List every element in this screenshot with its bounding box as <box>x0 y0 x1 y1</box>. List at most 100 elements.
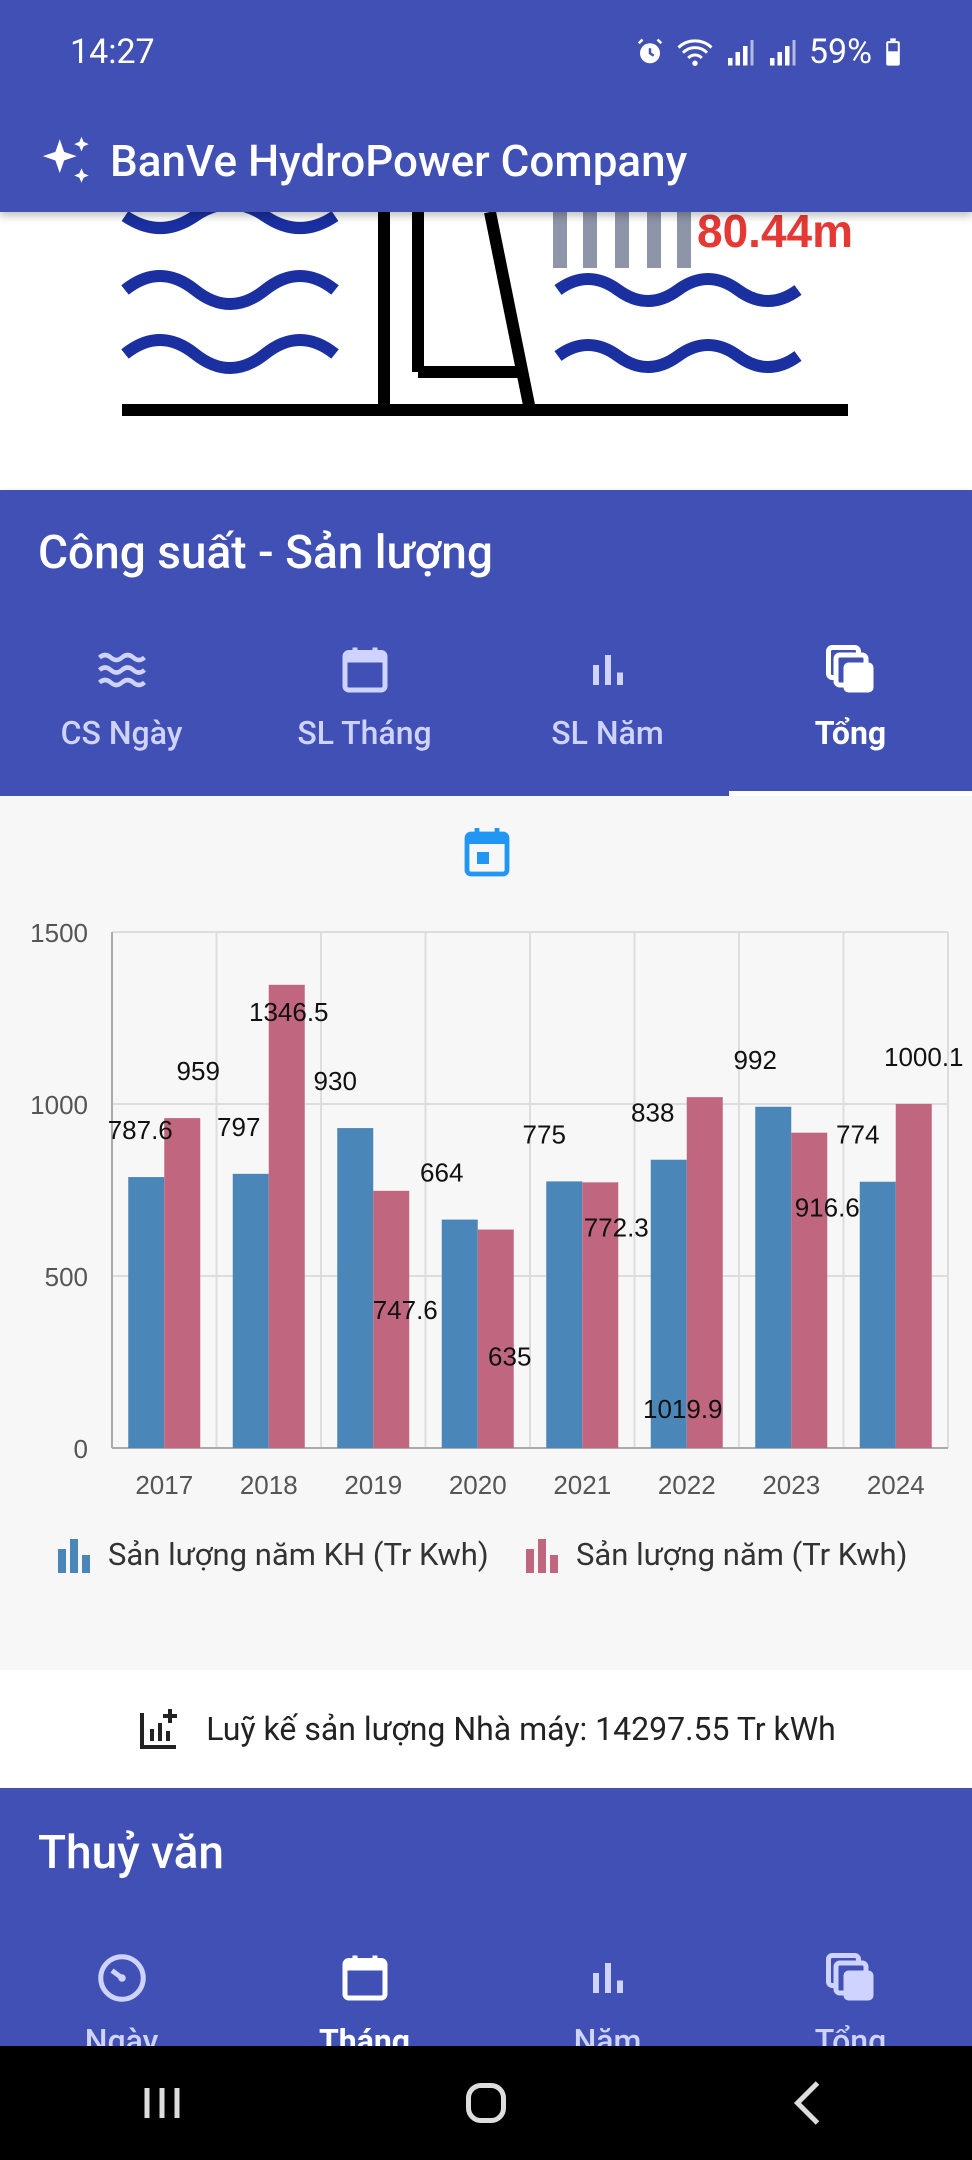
legend-item-kh: Sản lượng năm KH (Tr Kwh) <box>54 1536 489 1573</box>
y-tick-label: 1500 <box>30 918 88 948</box>
data-label: 772.3 <box>584 1212 649 1242</box>
legend-item-actual: Sản lượng năm (Tr Kwh) <box>522 1536 907 1573</box>
bar-kh <box>546 1181 583 1448</box>
x-tick-label: 2022 <box>658 1470 716 1500</box>
chart-add-icon <box>140 1709 178 1749</box>
tab-cs-ngay[interactable]: CS Ngày <box>0 640 243 796</box>
hydrology-tabs: Ngày Tháng Năm Tổng <box>0 1948 972 2048</box>
bar-chart-icon <box>592 1963 623 1993</box>
app-title: BanVe HydroPower Company <box>110 135 688 187</box>
x-tick-label: 2021 <box>553 1470 611 1500</box>
dam-diagram <box>121 212 848 416</box>
x-tick-label: 2017 <box>135 1470 193 1500</box>
x-tick-label: 2018 <box>240 1470 298 1500</box>
data-label: 787.6 <box>108 1115 173 1145</box>
tab-label: Tổng <box>814 2022 887 2048</box>
battery-icon <box>886 38 900 66</box>
back-icon[interactable] <box>780 2073 840 2133</box>
bar-kh <box>755 1106 792 1448</box>
recent-apps-icon[interactable] <box>132 2073 192 2133</box>
data-label: 838 <box>631 1098 674 1128</box>
bar-actual <box>477 1229 514 1448</box>
data-label: 1000.1 <box>884 1042 964 1072</box>
bar-kh <box>232 1173 269 1448</box>
y-tick-label: 500 <box>45 1262 88 1292</box>
signal-icon <box>769 40 796 66</box>
bar-kh <box>337 1128 374 1448</box>
data-label: 930 <box>314 1066 357 1096</box>
hydrology-section-header: Thuỷ văn Ngày Tháng Năm Tổng <box>0 1788 972 2048</box>
bar-kh <box>650 1159 687 1448</box>
bar-actual <box>268 984 305 1448</box>
tab-tong[interactable]: Tổng <box>729 640 972 796</box>
legend-swatch-icon <box>526 1538 558 1573</box>
tab-label: CS Ngày <box>60 714 183 752</box>
downstream-water-icon <box>554 273 802 373</box>
data-label: 635 <box>488 1342 531 1372</box>
bar-kh <box>128 1177 165 1448</box>
tab-label: Ngày <box>84 2022 159 2048</box>
x-tick-label: 2023 <box>762 1470 820 1500</box>
section-title: Công suất - Sản lượng <box>38 526 493 580</box>
bar-chart: 0 500 1000 1500 2017 2018 2019 2020 2021 2022 2023… <box>30 918 964 1500</box>
tab-nam[interactable]: Năm <box>486 1948 729 2048</box>
bar-kh <box>859 1181 896 1448</box>
legend-label: Sản lượng năm (Tr Kwh) <box>576 1536 908 1573</box>
top-app-bar: 14:27 59% BanVe HydroPower Company <box>0 0 972 212</box>
water-level-value: 80.44m <box>697 212 854 257</box>
data-label: 747.6 <box>373 1295 438 1325</box>
system-nav-bar <box>0 2046 972 2160</box>
alarm-icon <box>637 38 663 64</box>
bar-actual <box>582 1182 619 1448</box>
tab-ngay[interactable]: Ngày <box>0 1948 243 2048</box>
cumulative-output: Luỹ kế sản lượng Nhà máy: 14297.55 Tr kW… <box>0 1670 972 1788</box>
x-tick-label: 2024 <box>867 1470 925 1500</box>
bar-actual <box>164 1118 201 1448</box>
power-tabs: CS Ngày SL Tháng SL Năm Tổng <box>0 640 972 796</box>
bar-actual <box>791 1132 828 1448</box>
data-label: 797 <box>217 1112 260 1142</box>
y-tick-label: 0 <box>74 1434 88 1464</box>
data-label: 1019.9 <box>643 1394 723 1424</box>
data-label: 959 <box>177 1056 220 1086</box>
bar-chart-icon <box>592 655 623 685</box>
tab-label: Tổng <box>814 714 887 752</box>
x-tick-label: 2020 <box>449 1470 507 1500</box>
tab-sl-nam[interactable]: SL Năm <box>486 640 729 796</box>
waves-icon <box>97 652 146 688</box>
status-bar: 14:27 59% <box>0 0 972 110</box>
sparkle-icon[interactable] <box>38 132 96 190</box>
tab-tong[interactable]: Tổng <box>729 1948 972 2048</box>
y-tick-label: 1000 <box>30 1090 88 1120</box>
power-section-header: Công suất - Sản lượng CS Ngày SL Tháng S… <box>0 490 972 796</box>
chart-area: 0 500 1000 1500 2017 2018 2019 2020 2021 2022 2023… <box>0 796 972 1670</box>
section-title: Thuỷ văn <box>38 1826 225 1880</box>
data-label: 916.6 <box>795 1193 860 1223</box>
calendar-icon <box>342 1955 387 2001</box>
data-label: 1346.5 <box>249 997 329 1027</box>
bar-actual <box>686 1097 723 1448</box>
layers-icon <box>825 1953 873 2001</box>
cumulative-text: Luỹ kế sản lượng Nhà máy: 14297.55 Tr kW… <box>206 1710 836 1748</box>
bar-actual <box>895 1103 932 1448</box>
layers-icon <box>825 645 873 693</box>
upstream-water-icon <box>121 212 339 374</box>
calendar-icon[interactable] <box>463 826 511 878</box>
tab-label: Tháng <box>318 2022 411 2048</box>
dam-wall <box>122 212 848 416</box>
tab-thang[interactable]: Tháng <box>243 1948 486 2048</box>
tab-label: SL Tháng <box>297 714 432 752</box>
battery-percent: 59% <box>808 32 872 72</box>
signal-icon <box>727 40 754 66</box>
x-tick-label: 2019 <box>344 1470 402 1500</box>
tab-sl-thang[interactable]: SL Tháng <box>243 640 486 796</box>
bar-actual <box>373 1190 410 1448</box>
dam-illustration: 80.44m <box>0 212 972 490</box>
data-label: 992 <box>734 1045 777 1075</box>
home-icon[interactable] <box>456 2073 516 2133</box>
spillway-icon <box>553 212 691 268</box>
chart-legend: Sản lượng năm KH (Tr Kwh) Sản lượng năm … <box>0 1536 972 1596</box>
app-bar: BanVe HydroPower Company <box>0 110 972 212</box>
data-label: 774 <box>836 1120 879 1150</box>
data-label: 775 <box>523 1119 566 1149</box>
